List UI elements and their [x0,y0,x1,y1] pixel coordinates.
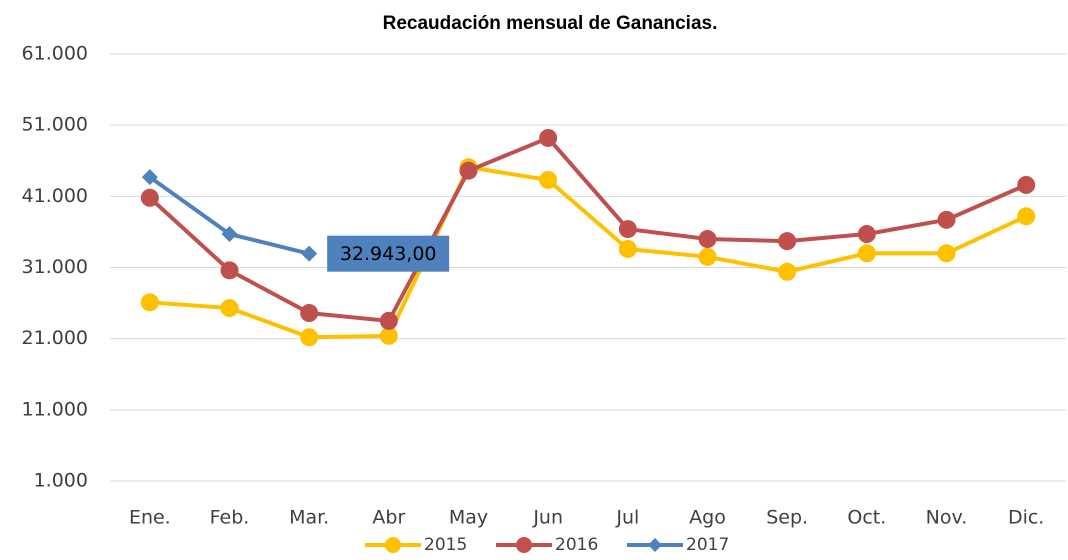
marker [459,161,478,180]
data-label-box [327,235,450,272]
marker [379,311,398,330]
marker [140,188,159,207]
x-tick-label: Abr [372,507,405,529]
x-tick-label: Nov. [926,507,968,529]
x-tick-label: Feb. [210,507,250,529]
marker [300,304,319,323]
x-tick-label: Jun [532,507,563,529]
marker [778,262,797,281]
marker [618,239,637,258]
x-tick-label: Jul [615,507,639,529]
legend-marker [516,537,532,553]
marker [379,326,398,345]
x-tick-label: Ene. [129,507,171,529]
x-tick-label: Sep. [766,507,808,529]
data-label: 32.943,00 [340,243,437,265]
y-tick-label: 31.000 [22,256,88,278]
y-tick-label: 41.000 [22,185,88,207]
marker [300,328,319,347]
series-line [149,165,1028,340]
marker [778,232,797,251]
y-tick-label: 51.000 [22,114,88,136]
legend-label: 2016 [555,535,598,555]
marker [539,170,558,189]
legend-marker [648,538,662,552]
y-tick-label: 61.000 [22,43,88,65]
marker [141,169,158,186]
y-tick-label: 21.000 [22,327,88,349]
marker [301,245,318,262]
marker [857,225,876,244]
series-line [148,135,1027,323]
legend-label: 2017 [686,535,729,555]
marker [220,261,239,280]
chart-title: Recaudación mensual de Ganancias. [383,13,718,34]
marker [937,210,956,229]
x-tick-label: Oct. [847,507,886,529]
marker [618,220,637,239]
y-tick-label: 11.000 [22,398,88,420]
marker [698,247,717,266]
marker [140,293,159,312]
x-tick-label: Dic. [1008,507,1044,529]
marker [1017,207,1036,226]
x-tick-label: Ago [689,507,726,529]
x-tick-label: Mar. [289,507,329,529]
marker [539,128,558,147]
marker [221,226,238,243]
marker [937,244,956,263]
x-tick-label: May [449,507,488,529]
marker [857,244,876,263]
marker [698,230,717,249]
y-tick-label: 1.000 [34,470,88,492]
legend-marker [385,537,401,553]
legend-label: 2015 [424,535,467,555]
marker [220,299,239,318]
marker [1017,175,1036,194]
